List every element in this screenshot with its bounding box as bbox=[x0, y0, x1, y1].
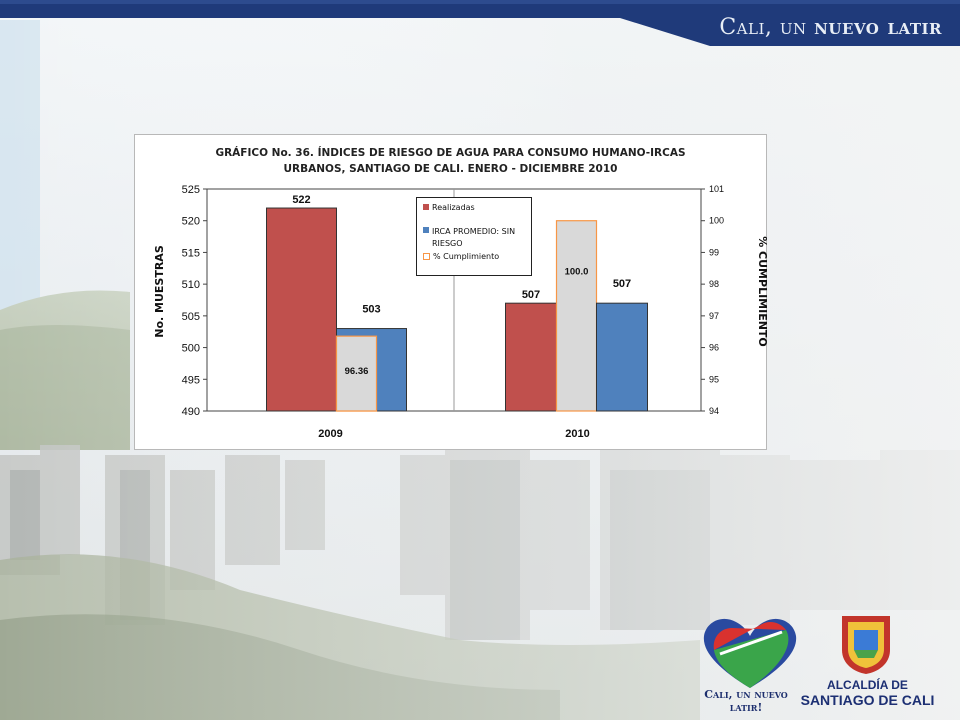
y-tick-label: 500 bbox=[182, 343, 200, 355]
chart-legend: Realizadas IRCA PROMEDIO: SIN RIESGO % C… bbox=[416, 197, 532, 276]
y-axis-label: No. MUESTRAS bbox=[152, 245, 166, 338]
data-label-irca: 507 bbox=[613, 278, 631, 290]
chart-title-line-1: GRÁFICO No. 36. ÍNDICES DE RIESGO DE AGU… bbox=[215, 147, 686, 159]
banner-slogan: Cali, un nuevo latir bbox=[719, 14, 942, 40]
y2-tick-label: 99 bbox=[709, 247, 719, 257]
y2-tick-label: 98 bbox=[709, 279, 719, 289]
y2-tick-label: 101 bbox=[709, 184, 724, 194]
data-label-realizadas: 507 bbox=[522, 289, 540, 301]
data-label-cumplimiento: 100.0 bbox=[565, 267, 589, 278]
bar-realizadas bbox=[505, 302, 557, 412]
heart-logo-text: Cali, un nuevo latir! bbox=[704, 688, 788, 714]
legend-swatch-realizadas bbox=[423, 204, 429, 210]
chart-panel: GRÁFICO No. 36. ÍNDICES DE RIESGO DE AGU… bbox=[134, 134, 769, 450]
data-label-irca: 503 bbox=[362, 304, 380, 316]
y2-tick-label: 94 bbox=[709, 406, 719, 416]
city-crest-icon bbox=[842, 616, 890, 674]
heart-logo-icon bbox=[703, 618, 797, 688]
top-banner bbox=[0, 0, 960, 46]
x-category-label: 2009 bbox=[318, 428, 342, 440]
y-tick-label: 510 bbox=[182, 279, 200, 291]
y2-tick-label: 96 bbox=[709, 343, 719, 353]
y-tick-label: 505 bbox=[182, 311, 200, 323]
y2-tick-label: 100 bbox=[709, 216, 724, 226]
bar-cumplimiento bbox=[555, 220, 598, 412]
y-tick-label: 520 bbox=[182, 216, 200, 228]
bar-chart: 525 520 515 510 505 500 495 490 101 100 99 98 97 96 95… bbox=[182, 184, 724, 440]
legend-item-irca: IRCA PROMEDIO: SIN RIESGO bbox=[423, 226, 523, 250]
legend-swatch-irca bbox=[423, 227, 429, 233]
y-tick-label: 515 bbox=[182, 247, 200, 259]
bar-realizadas bbox=[266, 207, 337, 412]
bar-cumplimiento-front bbox=[335, 335, 378, 412]
y2-tick-label: 97 bbox=[709, 311, 719, 321]
city-crest-text: ALCALDÍA DE SANTIAGO DE CALI bbox=[800, 678, 935, 708]
y-tick-label: 490 bbox=[182, 406, 200, 418]
chart-title-line-2: URBANOS, SANTIAGO DE CALI. ENERO - DICIE… bbox=[283, 163, 618, 175]
bar-irca bbox=[596, 302, 648, 412]
legend-item-realizadas: Realizadas bbox=[423, 203, 475, 212]
y-tick-label: 525 bbox=[182, 184, 200, 196]
y-tick-label: 495 bbox=[182, 374, 200, 386]
data-label-realizadas: 522 bbox=[292, 194, 310, 206]
y2-tick-label: 95 bbox=[709, 374, 719, 384]
legend-swatch-cumplimiento bbox=[423, 253, 430, 260]
legend-item-cumplimiento: % Cumplimiento bbox=[423, 252, 499, 261]
data-label-cumplimiento-front: 96.36 bbox=[345, 366, 369, 377]
x-category-label: 2010 bbox=[565, 428, 589, 440]
y2-axis-label: % CUMPLIMIENTO bbox=[755, 236, 769, 347]
